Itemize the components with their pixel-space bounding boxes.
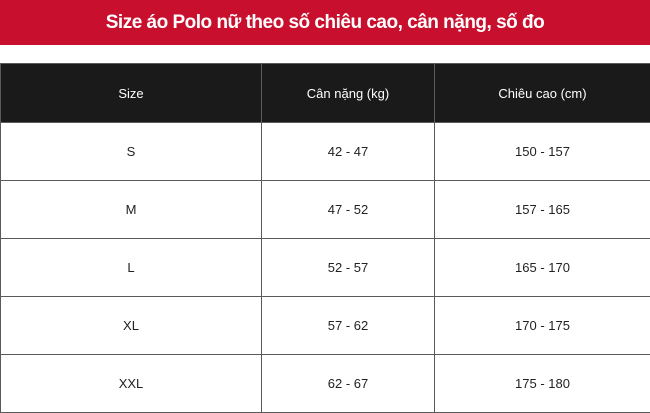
- cell-weight: 62 - 67: [262, 355, 435, 413]
- header-size: Size: [1, 64, 262, 123]
- cell-height: 175 - 180: [435, 355, 650, 413]
- cell-height: 165 - 170: [435, 239, 650, 297]
- cell-weight: 42 - 47: [262, 123, 435, 181]
- cell-size: XL: [1, 297, 262, 355]
- header-height: Chiêu cao (cm): [435, 64, 650, 123]
- cell-height: 170 - 175: [435, 297, 650, 355]
- cell-size: L: [1, 239, 262, 297]
- title-banner: Size áo Polo nữ theo số chiêu cao, cân n…: [0, 0, 650, 45]
- cell-size: S: [1, 123, 262, 181]
- header-weight: Cân nặng (kg): [262, 64, 435, 123]
- header-row: Size Cân nặng (kg) Chiêu cao (cm): [1, 64, 650, 123]
- cell-height: 150 - 157: [435, 123, 650, 181]
- cell-size: XXL: [1, 355, 262, 413]
- cell-weight: 57 - 62: [262, 297, 435, 355]
- cell-size: M: [1, 181, 262, 239]
- cell-weight: 47 - 52: [262, 181, 435, 239]
- cell-weight: 52 - 57: [262, 239, 435, 297]
- page-title: Size áo Polo nữ theo số chiêu cao, cân n…: [106, 12, 545, 34]
- cell-height: 157 - 165: [435, 181, 650, 239]
